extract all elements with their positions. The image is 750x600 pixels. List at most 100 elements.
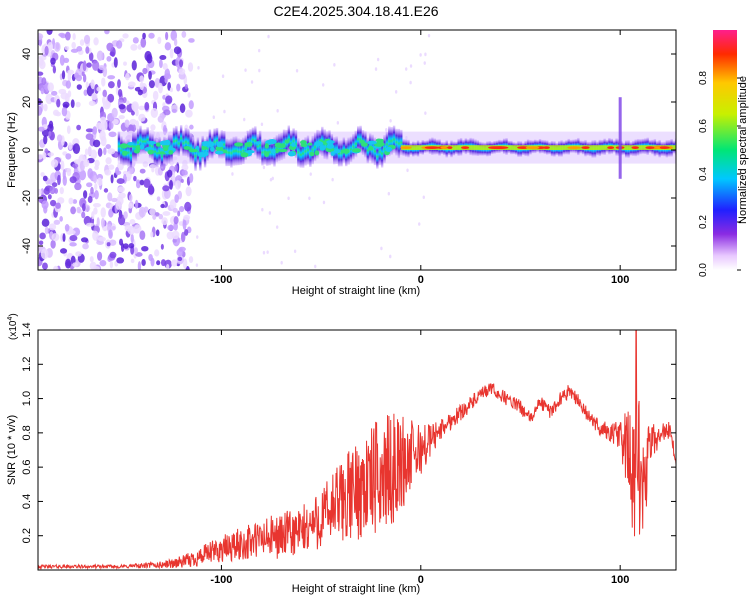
noise-blob [40, 172, 45, 177]
noise-blob [85, 128, 94, 133]
noise-blob [82, 60, 87, 72]
signal-band-slice [256, 134, 259, 159]
noise-blob [92, 230, 99, 241]
signal-blob [385, 146, 393, 152]
signal-blob [234, 142, 244, 147]
noise-blob [333, 63, 336, 67]
noise-blob [60, 160, 65, 171]
noise-blob [109, 239, 117, 246]
noise-blob [92, 60, 100, 71]
signal-blob [343, 148, 350, 154]
noise-blob [404, 67, 408, 71]
noise-blob [83, 158, 90, 168]
noise-blob [83, 34, 91, 45]
signal-blob [208, 141, 215, 147]
snr-y-tick-label: 0.2 [21, 528, 33, 543]
noise-blob [85, 46, 90, 54]
noise-blob [41, 218, 50, 227]
noise-blob [130, 44, 138, 51]
noise-blob [70, 99, 75, 108]
noise-blob [38, 33, 44, 40]
noise-blob [39, 60, 46, 70]
noise-blob [108, 164, 115, 170]
noise-blob [72, 163, 79, 169]
noise-blob [118, 103, 126, 110]
signal-band-slice [148, 132, 152, 159]
noise-blob [80, 237, 89, 243]
noise-blob [88, 52, 94, 61]
noise-blob [170, 30, 178, 41]
noise-blob [189, 124, 194, 130]
noise-blob [271, 176, 274, 181]
snr-y-tick-label: 0.6 [21, 459, 33, 474]
noise-blob [39, 232, 46, 240]
noise-blob [138, 105, 146, 111]
noise-blob [117, 186, 125, 193]
noise-blob [62, 101, 70, 108]
noise-blob [166, 264, 170, 270]
noise-blob [69, 234, 78, 242]
noise-blob [141, 245, 149, 252]
noise-blob [50, 159, 59, 168]
noise-blob [276, 108, 279, 113]
noise-blob [106, 55, 112, 62]
signal-blob [300, 140, 307, 145]
noise-blob [51, 90, 58, 96]
signal-band-slice [141, 129, 145, 154]
noise-blob [63, 57, 70, 63]
signal-blob [210, 146, 215, 152]
spectrogram-y-tick-label: 20 [21, 96, 33, 108]
signal-peak [460, 146, 470, 150]
signal-blob [264, 143, 269, 149]
noise-blob [108, 120, 114, 130]
signal-band-slice [299, 141, 302, 168]
noise-blob [176, 248, 184, 257]
figure-title: C2E4.2025.304.18.41.E26 [273, 3, 438, 19]
noise-blob [159, 54, 167, 60]
noise-blob [131, 60, 137, 71]
noise-blob [59, 187, 64, 195]
noise-blob [52, 65, 57, 74]
noise-blob [100, 217, 105, 228]
noise-blob [261, 207, 264, 212]
noise-blob [75, 251, 82, 257]
noise-blob [90, 186, 94, 195]
noise-blob [58, 88, 67, 95]
noise-blob [103, 147, 107, 156]
signal-band-slice [311, 135, 314, 165]
noise-blob [376, 57, 380, 62]
signal-band-slice [175, 126, 178, 156]
noise-blob [111, 226, 116, 231]
signal-band-slice [292, 128, 295, 154]
signal-band-slice [189, 133, 192, 163]
colorbar-gradient [713, 30, 737, 270]
noise-blob [107, 148, 116, 155]
noise-blob [130, 258, 135, 264]
noise-blob [95, 122, 103, 130]
noise-blob [139, 168, 146, 174]
noise-blob [40, 87, 45, 95]
noise-blob [38, 153, 43, 160]
colorbar-tick-label: 0.4 [698, 167, 709, 181]
noise-blob [178, 68, 186, 75]
noise-blob [195, 263, 199, 267]
signal-band-slice [290, 130, 293, 157]
noise-blob [184, 228, 189, 236]
noise-blob [83, 190, 88, 199]
noise-blob [43, 187, 51, 195]
noise-blob [419, 53, 422, 57]
noise-blob [48, 130, 52, 137]
snr-x-axis: -100 0 100 [210, 330, 629, 586]
signal-peak [631, 146, 639, 150]
noise-blob [164, 42, 172, 51]
noise-blob [162, 185, 170, 192]
noise-blob [86, 182, 93, 188]
noise-blob [118, 192, 126, 199]
noise-blob [257, 48, 261, 53]
noise-blob [322, 200, 326, 205]
noise-blob [61, 70, 66, 80]
noise-blob [424, 111, 427, 115]
noise-blob [172, 207, 178, 213]
signal-band-slice [242, 137, 245, 164]
snr-y-tick-label: 1.4 [21, 322, 33, 337]
